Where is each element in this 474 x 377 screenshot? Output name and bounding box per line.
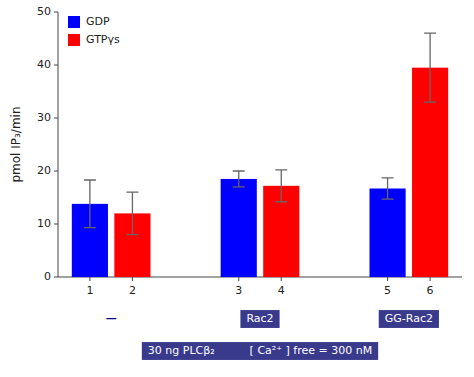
y-tick-label: 10 <box>37 217 51 230</box>
y-axis-line <box>58 12 59 277</box>
x-tick <box>281 277 282 281</box>
bar <box>370 188 406 277</box>
y-axis-label: pmol IP₃/min <box>9 106 23 182</box>
y-tick-label: 40 <box>37 58 51 71</box>
x-tick <box>89 277 90 281</box>
x-tick-label: 5 <box>384 284 391 297</box>
x-tick-label: 2 <box>129 284 136 297</box>
x-tick-label: 1 <box>86 284 93 297</box>
error-bar <box>424 33 436 102</box>
group-label: — <box>106 312 117 325</box>
condition-label: 30 ng PLCβ₂ [ Ca²⁺ ] free = 300 nM <box>148 344 372 357</box>
y-tick-label: 50 <box>37 5 51 18</box>
bars <box>72 33 448 277</box>
group-label-box <box>240 310 279 328</box>
x-tick-label: 3 <box>235 284 242 297</box>
y-tick <box>54 277 58 278</box>
group-label: GG-Rac2 <box>385 312 433 325</box>
x-tick <box>238 277 239 281</box>
y-tick-label: 30 <box>37 111 51 124</box>
y-tick <box>54 224 58 225</box>
y-tick <box>54 118 58 119</box>
y-tick-label: 20 <box>37 164 51 177</box>
legend-swatch <box>68 16 80 28</box>
error-bar <box>275 170 287 202</box>
legend: GDP GTPγs <box>68 15 120 46</box>
x-tick <box>387 277 388 281</box>
x-tick <box>132 277 133 281</box>
error-bar <box>382 178 394 199</box>
chart: 0 10 20 30 40 50 pmol IP₃/min 1 2 3 4 5 6 GDP GTPγs — Ra… <box>0 0 474 377</box>
condition-label-box <box>142 342 378 360</box>
group-label-box <box>379 310 439 328</box>
y-tick <box>54 12 58 13</box>
error-bar <box>233 171 245 187</box>
bar <box>221 179 257 277</box>
y-tick <box>54 171 58 172</box>
y-tick <box>54 65 58 66</box>
y-tick-label: 0 <box>44 270 51 283</box>
x-tick-label: 6 <box>427 284 434 297</box>
error-bar <box>126 192 138 234</box>
legend-label: GTPγs <box>86 33 120 46</box>
x-tick-label: 4 <box>278 284 285 297</box>
error-bar <box>84 180 96 228</box>
legend-label: GDP <box>86 15 110 28</box>
legend-swatch <box>68 34 80 46</box>
chart-container: 0 10 20 30 40 50 pmol IP₃/min 1 2 3 4 5 6 GDP GTPγs — Ra… <box>0 0 474 377</box>
x-tick <box>430 277 431 281</box>
group-label: Rac2 <box>246 312 273 325</box>
